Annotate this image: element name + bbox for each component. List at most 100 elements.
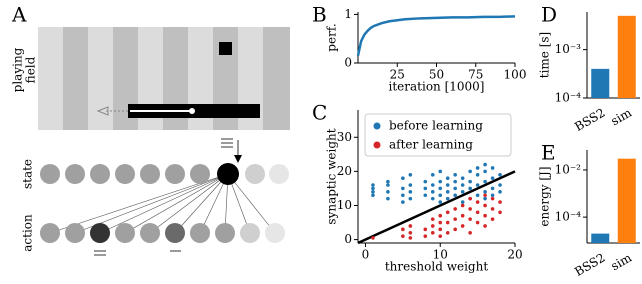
point [431, 173, 435, 177]
point [371, 193, 375, 197]
point [431, 197, 435, 201]
point [409, 231, 413, 235]
point [468, 180, 472, 184]
point [498, 173, 502, 177]
point [371, 236, 375, 240]
y-tick-label: 20 [337, 164, 352, 178]
point [491, 217, 495, 221]
point [431, 183, 435, 187]
point [468, 231, 472, 235]
x-tick-label: sim [608, 105, 634, 128]
point [491, 187, 495, 191]
x-tick-label: 20 [507, 248, 522, 262]
playing-field [38, 27, 290, 130]
point [453, 193, 457, 197]
point [461, 190, 465, 194]
point [461, 200, 465, 204]
state-neurons [40, 163, 289, 185]
point [446, 176, 450, 180]
state-label: state [21, 159, 35, 189]
point [431, 224, 435, 228]
figure: A playing field state action [0, 0, 642, 284]
point [401, 200, 405, 204]
point [423, 187, 427, 191]
point [386, 180, 390, 184]
point [476, 211, 480, 215]
bar [618, 16, 636, 98]
point [491, 166, 495, 170]
point [438, 214, 442, 218]
point [438, 187, 442, 191]
point [431, 231, 435, 235]
x-axis-label: iteration [1000] [389, 80, 485, 94]
point [438, 193, 442, 197]
panel-letter: B [312, 3, 327, 27]
point [483, 197, 487, 201]
x-axis-label: threshold weight [385, 260, 488, 274]
panel-letter: D [541, 3, 557, 27]
y-tick-label: 10⁻³ [555, 42, 582, 56]
point [446, 221, 450, 225]
point [386, 197, 390, 201]
point [453, 187, 457, 191]
point [446, 197, 450, 201]
panel-letter: E [541, 141, 556, 165]
point [483, 214, 487, 218]
point [498, 190, 502, 194]
point [498, 211, 502, 215]
point [483, 224, 487, 228]
point [371, 187, 375, 191]
point [438, 234, 442, 238]
point [483, 190, 487, 194]
point [438, 221, 442, 225]
point [468, 197, 472, 201]
y-tick-label: 10⁻⁴ [555, 210, 582, 224]
y-tick-label: 10 [337, 198, 352, 212]
x-tick-label: 100 [504, 68, 527, 82]
point [483, 180, 487, 184]
point [476, 200, 480, 204]
point [461, 224, 465, 228]
point [409, 190, 413, 194]
point [401, 234, 405, 238]
point [401, 176, 405, 180]
point [438, 228, 442, 232]
y-tick-label: 0 [344, 232, 352, 246]
point [371, 183, 375, 187]
point [453, 217, 457, 221]
point [409, 224, 413, 228]
point [461, 183, 465, 187]
point [498, 200, 502, 204]
point [446, 211, 450, 215]
panel-letter: A [11, 3, 27, 27]
point [438, 170, 442, 174]
point [423, 193, 427, 197]
point [446, 183, 450, 187]
point [461, 204, 465, 208]
point [468, 170, 472, 174]
point [491, 197, 495, 201]
y-axis-label: energy [J] [538, 166, 552, 226]
point [431, 190, 435, 194]
field-label: playing [11, 47, 25, 92]
panel-letter: C [312, 101, 327, 125]
point [409, 183, 413, 187]
point [491, 176, 495, 180]
y-axis-label: perf. [325, 23, 339, 51]
point [401, 193, 405, 197]
bar [591, 69, 609, 98]
point [371, 190, 375, 194]
legend-marker [374, 142, 381, 149]
point [483, 163, 487, 167]
action-label: action [21, 214, 35, 252]
point [401, 228, 405, 232]
point [476, 221, 480, 225]
bar [618, 159, 636, 243]
x-tick-label: BSS2 [572, 251, 607, 279]
x-tick-label: 0 [362, 248, 370, 262]
x-tick-label: sim [608, 250, 634, 273]
point [483, 170, 487, 174]
point [446, 190, 450, 194]
x-tick-label: BSS2 [572, 106, 607, 134]
field-label: field [24, 56, 38, 83]
